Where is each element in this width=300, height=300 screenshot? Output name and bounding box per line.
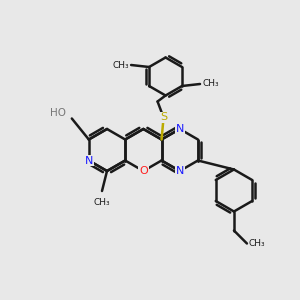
Text: HO: HO (50, 109, 66, 118)
Text: O: O (139, 166, 148, 176)
Text: CH₃: CH₃ (249, 239, 266, 248)
Text: CH₃: CH₃ (112, 61, 129, 70)
Text: N: N (176, 124, 184, 134)
Text: N: N (85, 155, 93, 166)
Text: N: N (176, 166, 184, 176)
Text: CH₃: CH₃ (94, 198, 110, 207)
Text: CH₃: CH₃ (202, 80, 219, 88)
Text: S: S (160, 112, 167, 122)
